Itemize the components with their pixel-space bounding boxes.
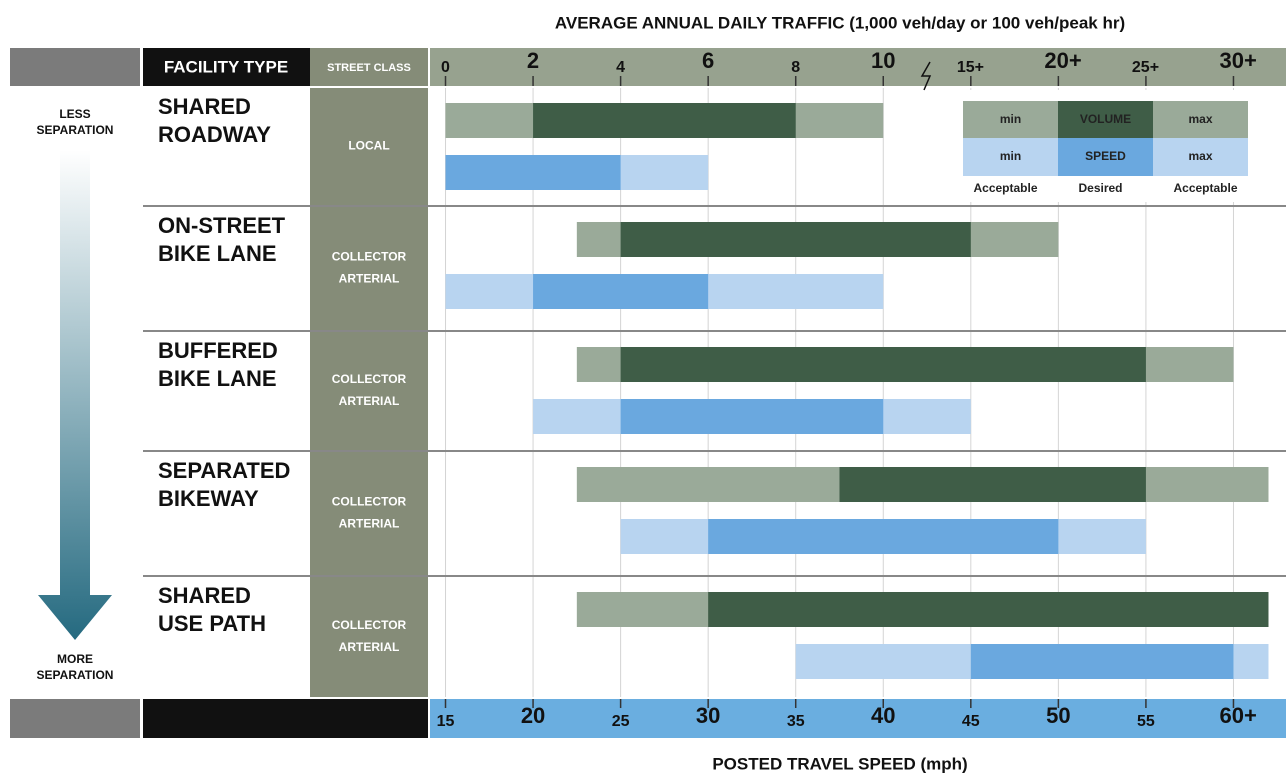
bottom-tick-label: 25: [612, 713, 630, 730]
facility-name: BUFFERED: [158, 338, 278, 363]
facility-name: SHARED: [158, 94, 251, 119]
bottom-tick-label: 55: [1137, 713, 1155, 730]
volume-bar-desired: [708, 592, 1269, 627]
legend-level-label: Acceptable: [1173, 181, 1237, 195]
street-class: COLLECTOR: [332, 372, 407, 386]
facility-name: SHARED: [158, 583, 251, 608]
legend-speed-swatch: [1058, 138, 1153, 176]
legend-volume-swatch: [1153, 101, 1248, 138]
header-left: [10, 48, 140, 86]
top-tick-label: 2: [527, 48, 539, 73]
top-tick-label: 30+: [1219, 48, 1256, 73]
legend-volume-swatch: [1058, 101, 1153, 138]
less-label: SEPARATION: [37, 123, 114, 137]
footer-axis: [430, 699, 1286, 738]
street-class: ARTERIAL: [339, 394, 400, 408]
top-tick-label: 10: [871, 48, 895, 73]
bottom-tick-label: 60+: [1219, 703, 1256, 728]
speed-bar-desired: [708, 519, 1059, 554]
facility-name: BIKE LANE: [158, 241, 277, 266]
legend-speed-swatch: [1153, 138, 1248, 176]
speed-bar-desired: [970, 644, 1234, 679]
legend-volume-swatch: [963, 101, 1058, 138]
class-column: [310, 88, 428, 697]
street-class: COLLECTOR: [332, 250, 407, 264]
top-tick-label: 0: [441, 59, 450, 76]
top-tick-label: 15+: [957, 59, 984, 76]
legend-speed-swatch: [963, 138, 1058, 176]
top-tick-label: 6: [702, 48, 714, 73]
street-class: ARTERIAL: [339, 517, 400, 531]
header-facility: [143, 48, 310, 86]
class-header: STREET CLASS: [327, 62, 411, 74]
legend-volume-label: max: [1188, 112, 1212, 126]
axis-break: [920, 61, 932, 91]
top-tick-label: 20+: [1044, 48, 1081, 73]
header-class: [310, 48, 428, 86]
facility-header: FACILITY TYPE: [164, 57, 288, 76]
facility-name: SEPARATED: [158, 458, 290, 483]
separation-arrow: [38, 150, 112, 640]
legend-volume-label: VOLUME: [1080, 112, 1131, 126]
footer-left: [10, 699, 140, 738]
street-class: COLLECTOR: [332, 495, 407, 509]
speed-bar-desired: [445, 155, 621, 190]
more-label: MORE: [57, 652, 93, 666]
legend-speed-label: min: [1000, 149, 1021, 163]
top-axis-title: AVERAGE ANNUAL DAILY TRAFFIC (1,000 veh/…: [555, 13, 1125, 32]
footer-black: [143, 699, 428, 738]
more-label: SEPARATION: [37, 668, 114, 682]
legend-level-label: Acceptable: [973, 181, 1037, 195]
less-label: LESS: [59, 107, 90, 121]
legend-volume-label: min: [1000, 112, 1021, 126]
bottom-axis-title: POSTED TRAVEL SPEED (mph): [712, 754, 967, 773]
facility-name: ON-STREET: [158, 213, 286, 238]
header-axis: [430, 48, 1286, 86]
volume-bar-desired: [620, 347, 1146, 382]
bottom-tick-label: 35: [787, 713, 805, 730]
facility-name: BIKEWAY: [158, 486, 259, 511]
facility-name: ROADWAY: [158, 122, 271, 147]
street-class: LOCAL: [348, 139, 389, 153]
facility-name: BIKE LANE: [158, 366, 277, 391]
speed-bar-desired: [533, 274, 709, 309]
volume-bar-desired: [839, 467, 1146, 502]
speed-bar-desired: [620, 399, 884, 434]
legend-speed-label: SPEED: [1085, 149, 1126, 163]
volume-bar-desired: [533, 103, 796, 138]
top-tick-label: 25+: [1132, 59, 1159, 76]
bottom-tick-label: 45: [962, 713, 980, 730]
street-class: ARTERIAL: [339, 640, 400, 654]
street-class: ARTERIAL: [339, 272, 400, 286]
top-tick-label: 8: [791, 59, 800, 76]
legend-level-label: Desired: [1078, 181, 1122, 195]
volume-bar-desired: [620, 222, 971, 257]
top-tick-label: 4: [616, 59, 625, 76]
bottom-tick-label: 15: [437, 713, 455, 730]
legend-speed-label: max: [1188, 149, 1212, 163]
facility-name: USE PATH: [158, 611, 266, 636]
street-class: COLLECTOR: [332, 618, 407, 632]
